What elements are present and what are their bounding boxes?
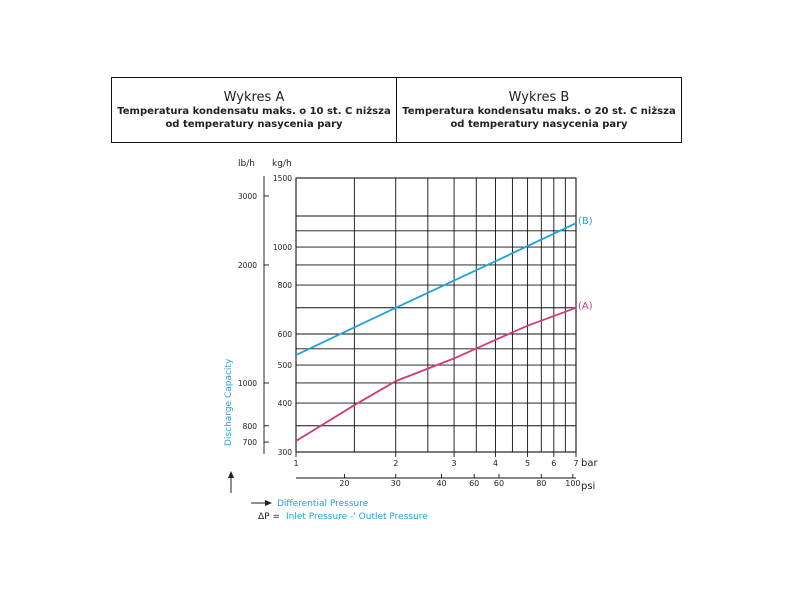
psi-tick-label: 80 [536, 479, 546, 488]
y-tick-label-kg: 1000 [273, 243, 292, 252]
psi-tick-label: 100 [565, 479, 580, 488]
header-title-a: Wykres A [223, 90, 285, 105]
y-tick-label-kg: 1500 [273, 174, 292, 183]
psi-tick-label: 40 [436, 479, 446, 488]
lb-tick-label: 800 [243, 422, 258, 431]
chart-grid: 1 2 3 4 5 6 7 20 30 40 60 60 80 100 300 400 500 600 800 100… [238, 174, 581, 488]
y-unit-right-label: kg/h [272, 159, 292, 169]
y-tick-label-kg: 400 [278, 399, 293, 408]
x-tick-label: 2 [393, 459, 398, 468]
series-label: (B) [578, 216, 593, 227]
y-tick-label-kg: 500 [278, 361, 293, 370]
psi-tick-label: 20 [339, 479, 349, 488]
chart-labels: lb/h kg/h bar psi Discharge Capacity Dif… [224, 159, 598, 522]
x-axis-label-psi: psi [581, 481, 595, 492]
header-subtitle-b: Temperatura kondensatu maks. o 20 st. C … [402, 106, 676, 130]
lb-tick-label: 1000 [238, 379, 257, 388]
lb-tick-label: 3000 [238, 192, 257, 201]
x-tick-label: 4 [493, 459, 498, 468]
arrow-label: Differential Pressure [277, 499, 369, 509]
y-unit-left-label: lb/h [238, 159, 255, 169]
x-axis-label-bar: bar [581, 458, 598, 469]
x-tick-label: 6 [551, 459, 556, 468]
lb-tick-label: 700 [243, 438, 258, 447]
right-arrow-icon [265, 500, 272, 506]
plot-frame [295, 177, 577, 453]
header-cell-a: Wykres A Temperatura kondensatu maks. o … [112, 78, 396, 142]
series-label: (A) [578, 301, 593, 312]
x-tick-label: 7 [573, 459, 578, 468]
series-line [295, 306, 577, 442]
axis-arrows [228, 471, 272, 506]
header-subtitle-a: Temperatura kondensatu maks. o 10 st. C … [117, 106, 391, 130]
delta-p-formula: Inlet Pressure -' Outlet Pressure [286, 512, 428, 522]
header-table: Wykres A Temperatura kondensatu maks. o … [111, 77, 682, 143]
psi-tick-label: 60 [494, 479, 504, 488]
x-tick-label: 5 [525, 459, 530, 468]
delta-p-symbol: ΔP = [258, 512, 280, 522]
x-tick-label: 3 [452, 459, 457, 468]
series-line [295, 222, 577, 356]
psi-tick-label: 60 [469, 479, 479, 488]
y-axis-title: Discharge Capacity [224, 358, 234, 446]
header-title-b: Wykres B [508, 90, 570, 105]
psi-tick-label: 30 [391, 479, 401, 488]
chart-curves: (B) (A) [295, 216, 593, 442]
y-tick-label-kg: 300 [278, 448, 293, 457]
x-tick-label: 1 [293, 459, 298, 468]
y-tick-label-kg: 600 [278, 330, 293, 339]
up-arrow-icon [228, 471, 234, 478]
lb-tick-label: 2000 [238, 261, 257, 270]
y-tick-label-kg: 800 [278, 281, 293, 290]
header-cell-b: Wykres B Temperatura kondensatu maks. o … [396, 78, 681, 142]
